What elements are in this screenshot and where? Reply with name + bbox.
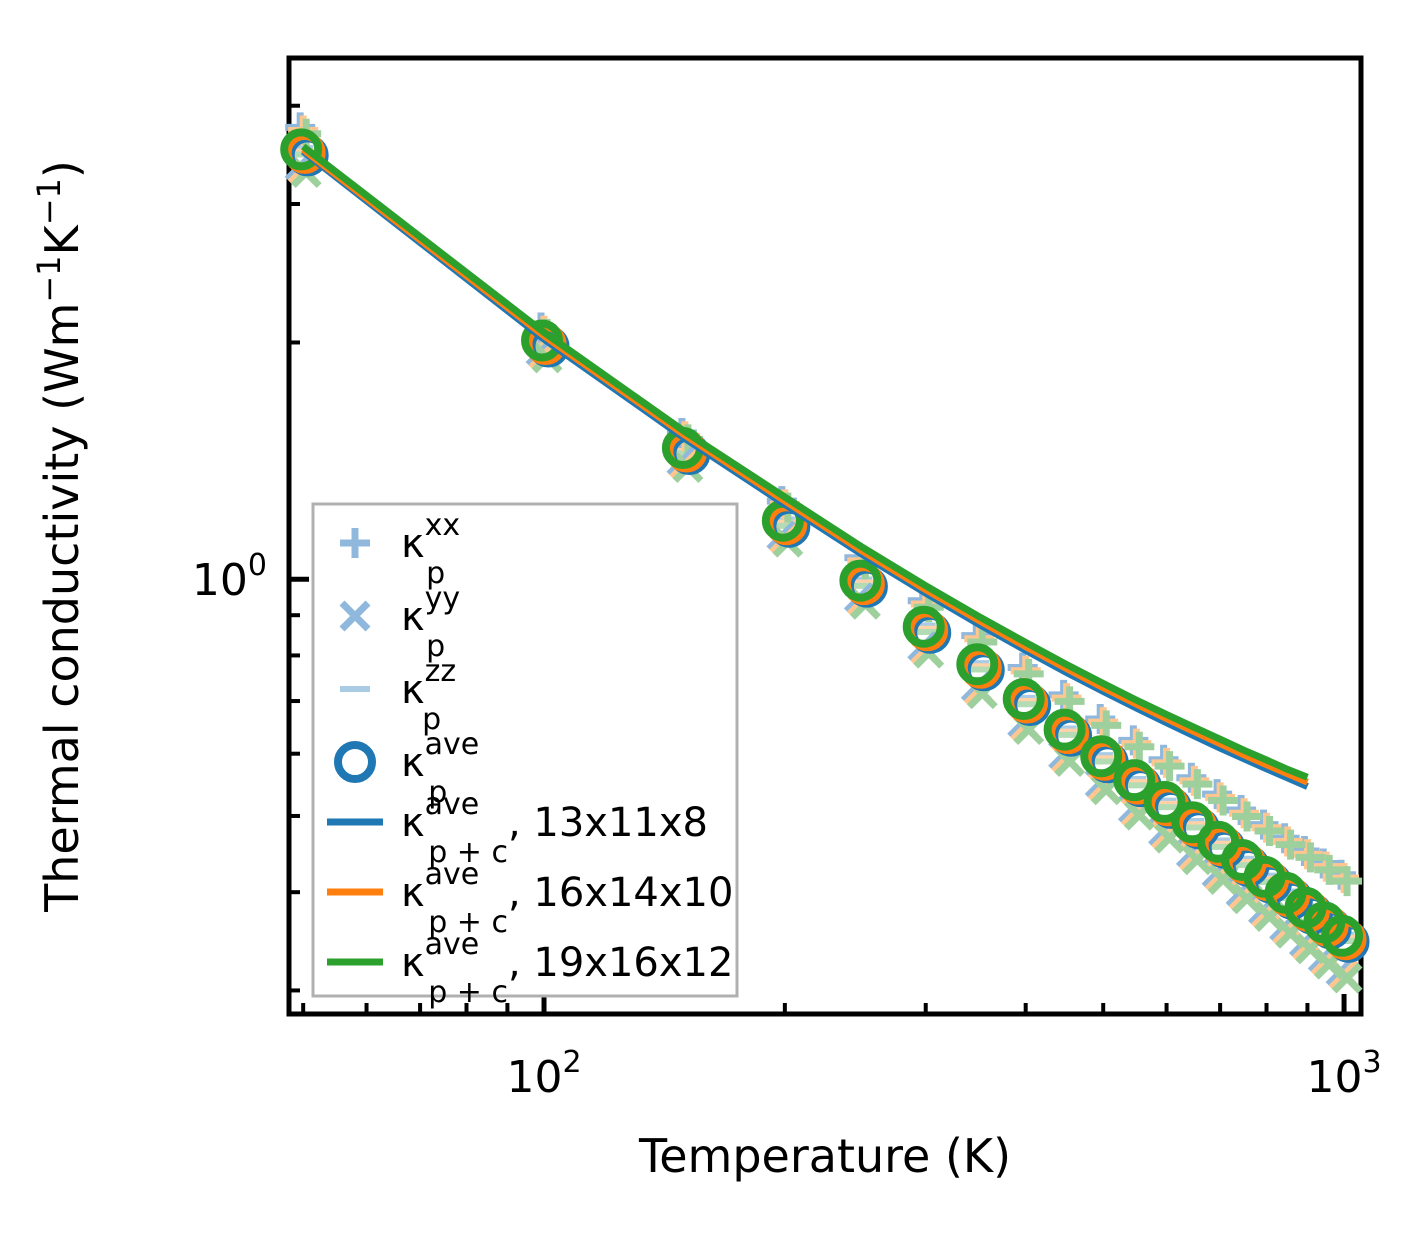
legend-label: κxx p [401, 508, 460, 591]
plus-marker [1232, 801, 1263, 832]
legend-label: κave p [401, 727, 479, 810]
legend-entry[interactable]: κyy p [339, 581, 460, 664]
x-tick-label-1000: 103 [1307, 1045, 1382, 1103]
plus-marker [1254, 815, 1285, 846]
axes-frame [286, 55, 1364, 1017]
axis-titles: Temperature (K) Thermal conductivity (Wm−… [30, 160, 1011, 1183]
data-point-circle [956, 643, 999, 686]
legend-label: κzz p [401, 654, 456, 737]
plot-border [286, 55, 1364, 1017]
legend-entry[interactable]: κzz p [340, 654, 456, 737]
y-axis-title: Thermal conductivity (Wm−1K−1) [30, 160, 89, 913]
minor-ticks [289, 103, 1310, 1014]
data-point-circle [1080, 735, 1123, 778]
plus-marker [1208, 785, 1239, 816]
legend-entry[interactable]: κave p + c, 13x11x8 [327, 787, 708, 870]
cross-marker [339, 600, 371, 632]
plus-marker [1182, 769, 1213, 800]
data-point-circle [1143, 780, 1186, 823]
data-point-circle [839, 559, 882, 602]
model-lines-layer [301, 143, 1309, 790]
plus-marker [1124, 731, 1155, 762]
data-point-circle [1171, 801, 1214, 844]
legend-entry[interactable]: κave p + c, 19x16x12 [327, 927, 733, 1010]
tick-labels: 102 103 100 [192, 548, 1382, 1103]
data-point-circle [1321, 914, 1364, 957]
plus-marker [1332, 866, 1363, 897]
x-axis-title: Temperature (K) [638, 1129, 1011, 1183]
x-tick-label-100: 102 [506, 1045, 581, 1103]
data-point-circle [1002, 678, 1045, 721]
legend-label: κave p + c, 19x16x12 [401, 927, 733, 1010]
plus-marker [340, 528, 370, 558]
legend-entry[interactable]: κave p [334, 727, 479, 810]
plus-marker [1295, 842, 1326, 873]
data-series-layer [280, 112, 1370, 994]
plus-marker [1154, 751, 1185, 782]
plus-marker [1091, 710, 1122, 741]
legend-label: κyy p [401, 581, 460, 664]
plus-marker [1275, 829, 1306, 860]
legend-box [311, 502, 739, 998]
legend-entry[interactable]: κxx p [340, 508, 460, 591]
data-point-circle [1113, 759, 1156, 802]
cross-marker [1331, 962, 1363, 994]
data-point-circle [280, 128, 323, 171]
legend-label: κave p + c, 13x11x8 [401, 787, 708, 870]
plus-marker [1314, 854, 1345, 885]
circle-marker [334, 741, 376, 783]
legend-label: κave p + c, 16x14x10 [401, 857, 733, 940]
y-tick-label-1: 100 [192, 548, 267, 606]
legend-entry[interactable]: κave p + c, 16x14x10 [327, 857, 733, 940]
data-point-circle [1043, 708, 1086, 751]
data-point-circle [902, 605, 945, 648]
model-line [301, 143, 1309, 781]
